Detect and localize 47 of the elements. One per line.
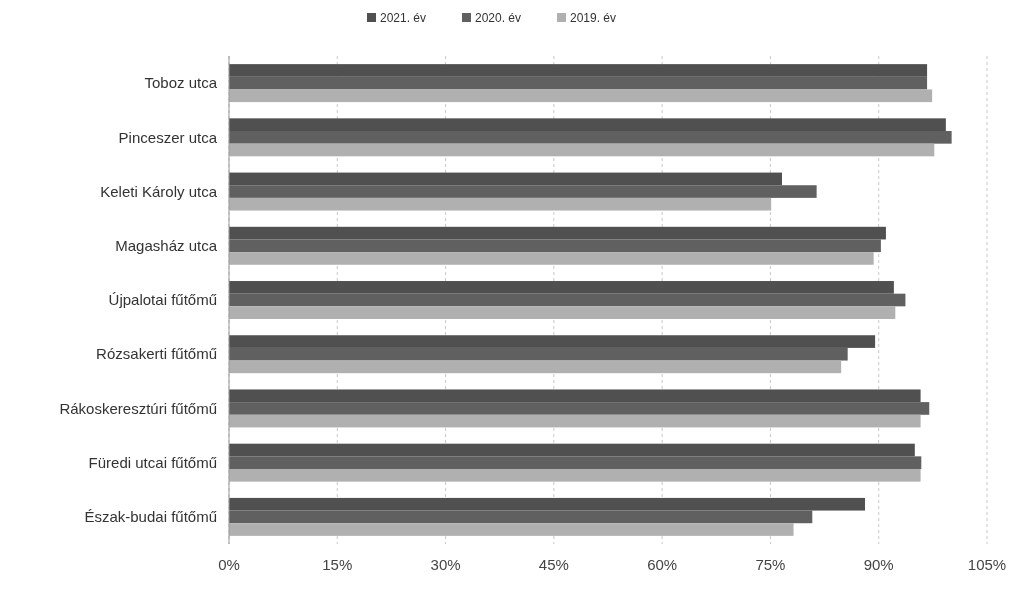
bar	[229, 293, 906, 307]
x-tick-label: 15%	[322, 556, 353, 573]
y-tick-label: Rákoskeresztúri fűtőmű	[59, 399, 217, 417]
legend-label: 2021. év	[380, 11, 427, 25]
y-tick-label: Magasház utca	[115, 237, 218, 255]
x-tick-label: 105%	[967, 556, 1007, 573]
bar	[229, 239, 881, 253]
bar	[229, 414, 921, 428]
bar	[229, 497, 865, 511]
x-tick-label: 0%	[218, 556, 240, 573]
bar	[229, 185, 817, 198]
bar	[229, 468, 921, 482]
legend-label: 2020. év	[475, 11, 522, 25]
bar	[229, 306, 896, 319]
legend-label: 2019. év	[570, 11, 617, 25]
x-tick-label: 45%	[538, 556, 569, 573]
x-tick-label: 75%	[755, 556, 786, 573]
bar	[229, 143, 935, 157]
bar	[229, 197, 772, 211]
y-tick-label: Pinceszer utca	[118, 128, 218, 146]
x-tick-label: 30%	[430, 556, 461, 573]
y-tick-label: Toboz utca	[144, 74, 218, 92]
bar	[229, 64, 928, 77]
x-tick-label: 90%	[863, 556, 894, 573]
bar	[229, 443, 915, 457]
bar	[229, 118, 946, 132]
bar	[229, 89, 933, 103]
x-tick-label: 60%	[647, 556, 678, 573]
bar	[229, 402, 930, 415]
bar	[229, 456, 922, 469]
bar	[229, 76, 928, 90]
bar	[229, 389, 921, 403]
bar	[229, 131, 952, 144]
y-tick-label: Füredi utcai fűtőmű	[88, 453, 217, 471]
y-tick-label: Észak-budai fűtőmű	[84, 508, 217, 526]
bar	[229, 335, 876, 348]
bar	[229, 523, 794, 536]
y-tick-label: Rózsakerti fűtőmű	[96, 345, 217, 363]
y-tick-label: Újpalotai fűtőmű	[108, 291, 217, 309]
bar	[229, 226, 886, 240]
bar	[229, 347, 848, 361]
bar	[229, 252, 874, 265]
bar	[229, 281, 894, 294]
bar	[229, 360, 842, 374]
bar	[229, 172, 782, 186]
bar	[229, 510, 813, 524]
y-tick-label: Keleti Károly utca	[100, 182, 218, 200]
